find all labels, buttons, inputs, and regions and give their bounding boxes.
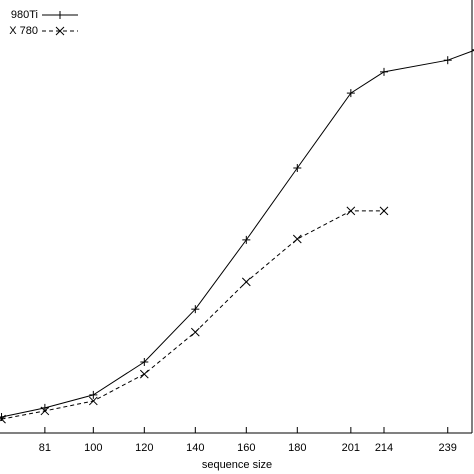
x-tick-label: 160 — [237, 442, 255, 454]
marker-stroke — [88, 396, 98, 406]
point-marker — [379, 206, 389, 216]
x-tick-label: 120 — [135, 442, 153, 454]
x-tick-label: 214 — [375, 442, 393, 454]
point-marker — [55, 26, 65, 36]
point-marker — [191, 305, 200, 314]
point-marker — [346, 89, 355, 98]
point-marker — [88, 396, 98, 406]
point-marker — [292, 234, 302, 244]
point-marker — [140, 357, 149, 366]
legend-label: 980Ti — [11, 9, 38, 21]
point-marker — [40, 406, 50, 416]
point-marker — [0, 414, 6, 424]
marker-stroke — [40, 406, 50, 416]
x-tick-label: 81 — [39, 442, 51, 454]
point-marker — [56, 11, 64, 19]
point-marker — [139, 369, 149, 379]
point-marker — [293, 164, 302, 173]
x-tick-label: 100 — [84, 442, 102, 454]
x-tick-label: 201 — [342, 442, 360, 454]
marker-stroke — [241, 277, 251, 287]
point-marker — [241, 277, 251, 287]
point-marker — [242, 235, 251, 244]
marker-stroke — [139, 369, 149, 379]
x-axis-label: sequence size — [202, 459, 272, 471]
x-tick-label: 140 — [186, 442, 204, 454]
marker-stroke — [379, 206, 389, 216]
x-tick-label: 239 — [439, 442, 457, 454]
point-marker — [471, 49, 474, 51]
x-tick-label: 180 — [288, 442, 306, 454]
marker-stroke — [55, 26, 65, 36]
marker-stroke — [346, 206, 356, 216]
point-marker — [443, 56, 452, 65]
marker-stroke — [292, 234, 302, 244]
marker-stroke — [0, 414, 6, 422]
point-marker — [346, 206, 356, 216]
point-marker — [89, 390, 98, 399]
marker-stroke — [190, 327, 200, 337]
point-marker — [190, 327, 200, 337]
point-marker — [379, 67, 388, 76]
legend-label: X 780 — [9, 25, 38, 37]
